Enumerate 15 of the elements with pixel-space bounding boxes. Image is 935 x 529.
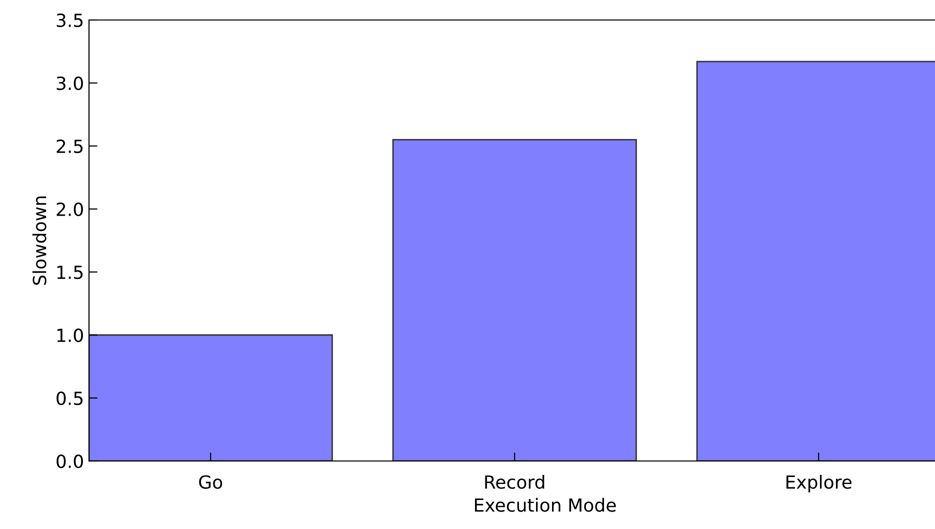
x-axis-title: Execution Mode	[475, 498, 616, 512]
x-tick-label: Go	[199, 475, 222, 489]
y-tick-label: 1.0	[57, 328, 83, 342]
bar	[89, 334, 333, 461]
y-tick-label: 0.0	[56, 454, 83, 468]
bar	[392, 139, 637, 461]
y-tick-label: 3.0	[56, 76, 83, 90]
y-tick-label: 0.5	[56, 391, 83, 406]
x-tick-label: Record	[485, 474, 544, 489]
y-axis-title: Slowdown	[32, 196, 46, 285]
y-tick-label: 1.5	[57, 266, 83, 280]
x-tick-label: Explore	[786, 474, 852, 492]
y-tick-label: 2.5	[56, 139, 83, 154]
y-tick-label: 3.5	[56, 13, 83, 28]
y-tick-label: 2.0	[56, 202, 83, 216]
